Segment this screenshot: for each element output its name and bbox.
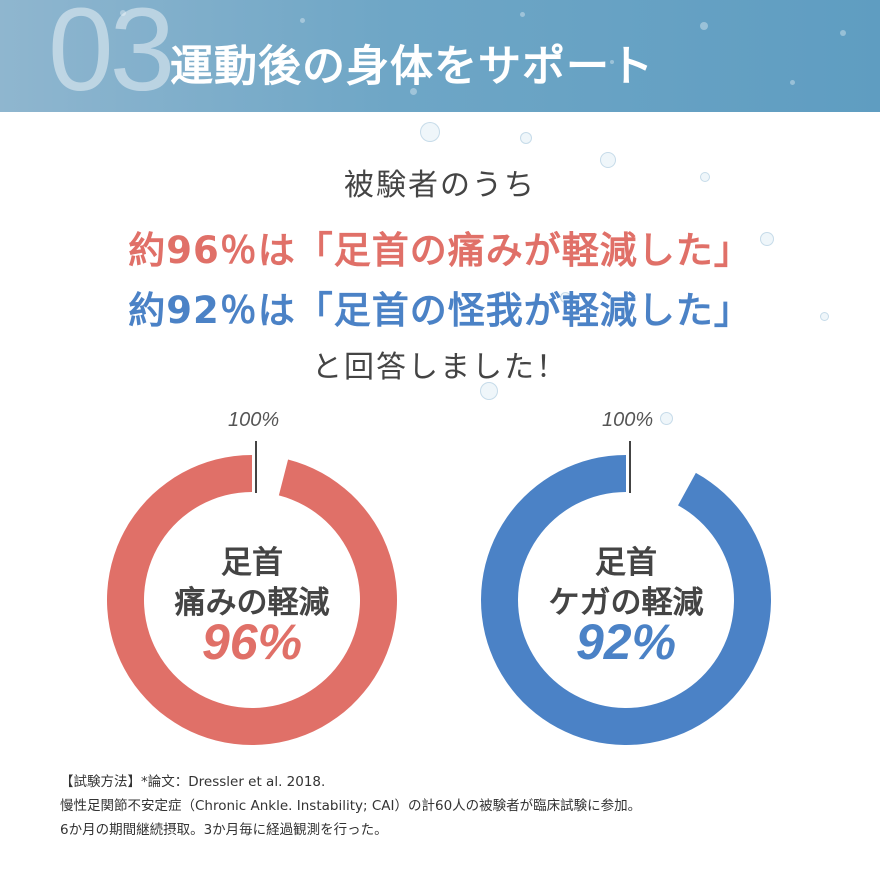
chart-label-line1: 足首	[221, 545, 283, 581]
chart-value-label: 96%	[201, 614, 303, 670]
closing-text: と回答しました！	[312, 350, 568, 385]
footnote-line1: 【試験方法】*論文：Dressler et al. 2018.	[60, 774, 326, 790]
donut-chart-pain: 100% 足首 痛みの軽減 96%	[102, 405, 402, 745]
footnote-line2: 慢性足関節不安定症（Chronic Ankle. Instability; CA…	[60, 798, 642, 814]
header-banner: 03 運動後の身体をサポート	[0, 0, 880, 112]
headline-pain: 約96％は「足首の痛みが軽減した」	[128, 229, 752, 272]
water-bubbles-decoration	[0, 0, 880, 112]
chart-label-line1: 足首	[595, 545, 657, 581]
chart-value-label: 92%	[575, 614, 677, 670]
donut-chart-injury-svg	[481, 441, 771, 745]
chart-label-line2: ケガの軽減	[548, 585, 704, 621]
footnote: 【試験方法】*論文：Dressler et al. 2018. 慢性足関節不安定…	[60, 770, 840, 842]
headline-injury: 約92％は「足首の怪我が軽減した」	[128, 289, 752, 332]
chart-label-line2: 痛みの軽減	[174, 585, 330, 621]
donut-chart-injury: 100% 足首 ケガの軽減 92%	[476, 405, 776, 745]
lead-text: 被験者のうち	[344, 168, 536, 203]
max-label: 100%	[602, 409, 654, 431]
donut-chart-pain-svg	[107, 441, 397, 745]
page-title: 運動後の身体をサポート	[170, 42, 654, 92]
footnote-line3: 6か月の期間継続摂取。3か月毎に経過観測を行った。	[60, 822, 388, 838]
max-label: 100%	[228, 409, 280, 431]
section-number: 03	[48, 0, 175, 112]
